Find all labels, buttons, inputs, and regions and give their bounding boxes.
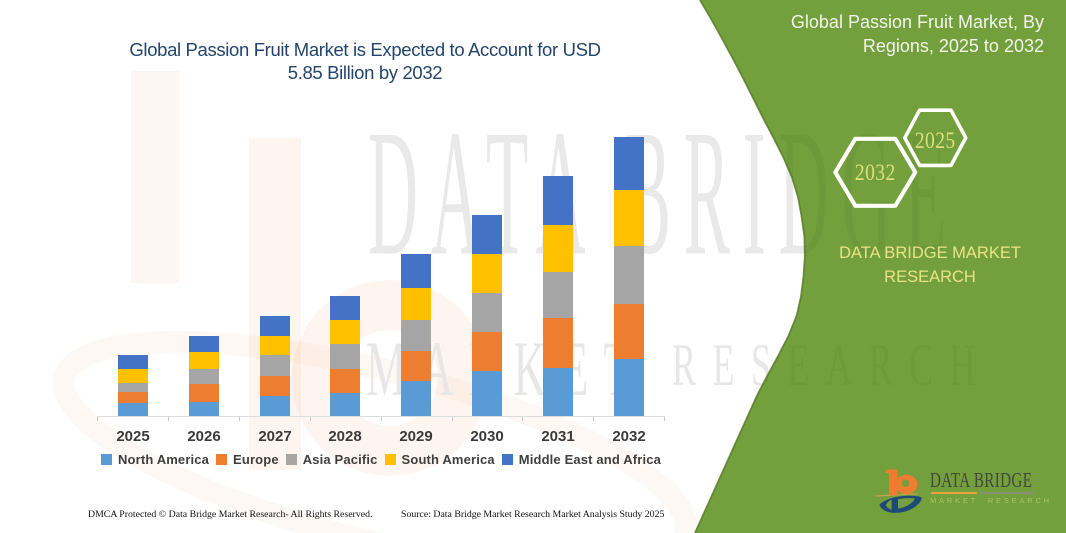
svg-text:2032: 2032 <box>855 160 896 186</box>
svg-text:2025: 2025 <box>915 128 956 154</box>
